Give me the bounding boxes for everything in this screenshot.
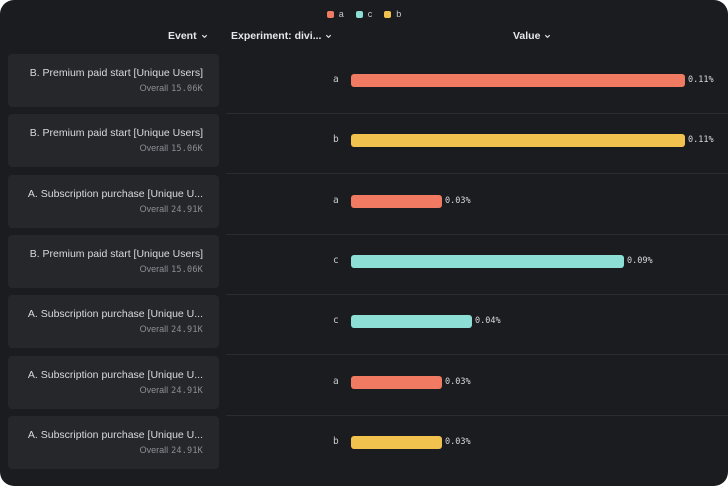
bar-value-label: 0.09% bbox=[627, 255, 653, 266]
bar-a[interactable] bbox=[351, 375, 442, 389]
event-cell[interactable]: B. Premium paid start [Unique Users] Over… bbox=[8, 114, 219, 168]
bar-value-label: 0.03% bbox=[445, 376, 471, 387]
legend-label-c: c bbox=[367, 9, 373, 19]
bar-b[interactable] bbox=[351, 435, 442, 449]
table-row: A. Subscription purchase [Unique U... Ove… bbox=[0, 415, 728, 476]
event-cell[interactable]: B. Premium paid start [Unique Users] Over… bbox=[8, 54, 219, 107]
event-cell[interactable]: A. Subscription purchase [Unique U... Ove… bbox=[8, 174, 219, 228]
overall-count: Overall 24.91K bbox=[140, 204, 203, 215]
group-label: b bbox=[333, 134, 339, 146]
event-name: A. Subscription purchase [Unique U... bbox=[27, 428, 203, 441]
overall-value: 24.91K bbox=[171, 325, 203, 336]
row-divider bbox=[226, 293, 728, 295]
event-header-label: Event bbox=[168, 30, 197, 42]
bar-value-label: 0.11% bbox=[688, 135, 714, 146]
table-row: B. Premium paid start [Unique Users] Over… bbox=[0, 54, 728, 114]
table-row: A. Subscription purchase [Unique U... Ove… bbox=[0, 174, 728, 235]
bar-a[interactable] bbox=[351, 74, 685, 87]
bar-c[interactable] bbox=[351, 315, 472, 329]
bar-b[interactable] bbox=[351, 134, 685, 148]
overall-count: Overall 24.91K bbox=[140, 324, 203, 335]
overall-label: Overall bbox=[139, 143, 169, 154]
table-row: B. Premium paid start [Unique Users] Over… bbox=[0, 114, 728, 175]
row-divider bbox=[226, 414, 728, 416]
event-name: A. Subscription purchase [Unique U... bbox=[27, 187, 203, 200]
event-name: B. Premium paid start [Unique Users] bbox=[29, 127, 203, 140]
overall-label: Overall bbox=[139, 203, 169, 214]
overall-value: 15.06K bbox=[171, 144, 203, 155]
event-name: B. Premium paid start [Unique Users] bbox=[29, 67, 203, 79]
experiment-header-label: Experiment: divi... bbox=[231, 30, 322, 42]
group-label: b bbox=[333, 435, 339, 447]
table-row: B. Premium paid start [Unique Users] Over… bbox=[0, 234, 728, 295]
bar-value-label: 0.04% bbox=[475, 316, 501, 327]
row-divider bbox=[226, 233, 728, 235]
event-cell[interactable]: B. Premium paid start [Unique Users] Over… bbox=[8, 234, 219, 288]
row-divider bbox=[226, 354, 728, 356]
chevron-down-icon bbox=[201, 34, 207, 38]
overall-label: Overall bbox=[139, 83, 169, 93]
legend-item-c[interactable]: c bbox=[355, 9, 373, 19]
row-divider bbox=[226, 113, 728, 114]
group-label: a bbox=[333, 74, 339, 85]
event-cell[interactable]: A. Subscription purchase [Unique U... Ove… bbox=[8, 415, 219, 469]
row-divider bbox=[226, 173, 728, 175]
legend-item-b[interactable]: b bbox=[384, 9, 401, 19]
legend-swatch-a bbox=[326, 10, 334, 18]
legend-swatch-b bbox=[384, 10, 392, 18]
overall-count: Overall 15.06K bbox=[140, 143, 203, 154]
event-name: B. Premium paid start [Unique Users] bbox=[29, 247, 203, 260]
group-label: a bbox=[333, 375, 339, 387]
overall-value: 24.91K bbox=[171, 204, 203, 215]
overall-value: 15.06K bbox=[171, 84, 203, 94]
group-label: a bbox=[333, 194, 339, 206]
value-column-header[interactable]: Value bbox=[513, 30, 551, 42]
bar-a[interactable] bbox=[351, 194, 442, 208]
legend-label-b: b bbox=[396, 9, 402, 19]
overall-count: Overall 24.91K bbox=[140, 385, 203, 396]
table-row: A. Subscription purchase [Unique U... Ove… bbox=[0, 355, 728, 416]
overall-label: Overall bbox=[139, 384, 169, 395]
event-cell[interactable]: A. Subscription purchase [Unique U... Ove… bbox=[8, 355, 219, 409]
event-name: A. Subscription purchase [Unique U... bbox=[27, 308, 203, 321]
overall-count: Overall 24.91K bbox=[140, 445, 203, 456]
overall-value: 24.91K bbox=[171, 385, 203, 396]
bar-value-label: 0.03% bbox=[445, 195, 471, 206]
legend-swatch-c bbox=[355, 10, 363, 18]
legend: a c b bbox=[0, 7, 728, 21]
overall-label: Overall bbox=[139, 324, 169, 335]
group-label: c bbox=[333, 254, 339, 266]
overall-count: Overall 15.06K bbox=[140, 83, 203, 94]
bar-value-label: 0.03% bbox=[445, 436, 471, 447]
legend-label-a: a bbox=[338, 9, 344, 19]
bar-c[interactable] bbox=[351, 254, 624, 268]
chevron-down-icon bbox=[545, 34, 551, 38]
experiment-column-header[interactable]: Experiment: divi... bbox=[231, 30, 332, 42]
chevron-down-icon bbox=[326, 34, 332, 38]
group-label: c bbox=[333, 315, 339, 327]
table-row: A. Subscription purchase [Unique U... Ove… bbox=[0, 295, 728, 356]
overall-label: Overall bbox=[139, 263, 169, 274]
overall-count: Overall 15.06K bbox=[140, 264, 203, 275]
overall-label: Overall bbox=[139, 444, 169, 455]
legend-item-a[interactable]: a bbox=[326, 9, 344, 19]
value-header-label: Value bbox=[513, 30, 541, 42]
bar-value-label: 0.11% bbox=[688, 75, 714, 85]
table-header: Event Experiment: divi... Value bbox=[0, 30, 728, 48]
overall-value: 24.91K bbox=[171, 445, 203, 456]
overall-value: 15.06K bbox=[171, 264, 203, 275]
event-name: A. Subscription purchase [Unique U... bbox=[27, 368, 203, 381]
event-column-header[interactable]: Event bbox=[168, 30, 208, 42]
event-cell[interactable]: A. Subscription purchase [Unique U... Ove… bbox=[8, 295, 219, 349]
